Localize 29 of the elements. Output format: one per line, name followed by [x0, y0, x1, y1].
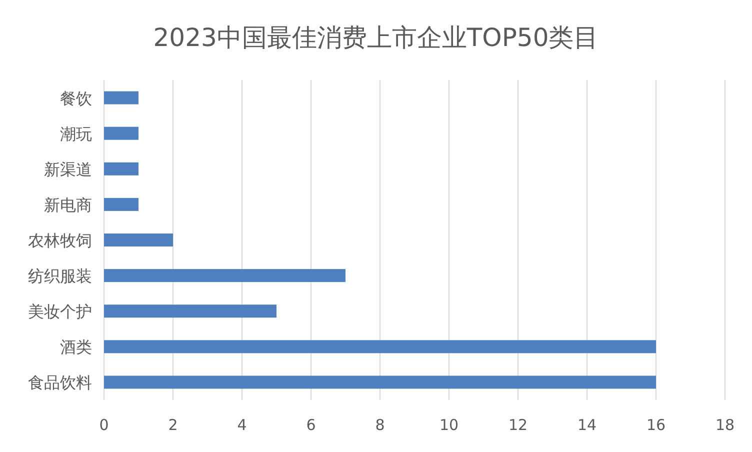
bar — [104, 376, 656, 389]
y-tick-label: 新电商 — [44, 195, 92, 214]
bar — [104, 162, 138, 176]
x-tick-label: 8 — [375, 416, 385, 434]
y-tick-label: 新渠道 — [44, 160, 92, 179]
bar — [104, 304, 276, 318]
y-tick-label: 酒类 — [60, 338, 92, 357]
y-tick-label: 纺织服装 — [28, 266, 92, 286]
x-tick-label: 4 — [237, 416, 247, 434]
x-tick-label: 0 — [99, 416, 109, 434]
bar — [104, 91, 138, 104]
x-tick-label: 6 — [306, 416, 316, 434]
x-tick-label: 12 — [508, 416, 528, 434]
y-tick-label: 餐饮 — [60, 88, 92, 108]
bar — [104, 269, 346, 282]
x-tick-label: 10 — [439, 416, 459, 434]
y-tick-label: 美妆个护 — [28, 302, 92, 322]
x-tick-label: 18 — [715, 416, 735, 434]
y-tick-label: 潮玩 — [60, 124, 92, 144]
x-tick-label: 14 — [577, 416, 597, 434]
bar — [104, 234, 173, 246]
bar — [104, 198, 138, 211]
bar — [104, 126, 138, 140]
bar — [104, 340, 656, 354]
chart-title: 2023中国最佳消费上市企业TOP50类目 — [153, 23, 599, 52]
x-tick-label: 16 — [646, 416, 666, 434]
y-tick-label: 食品饮料 — [28, 373, 92, 392]
y-tick-label: 农林牧饲 — [28, 231, 92, 250]
x-tick-label: 2 — [168, 416, 178, 434]
